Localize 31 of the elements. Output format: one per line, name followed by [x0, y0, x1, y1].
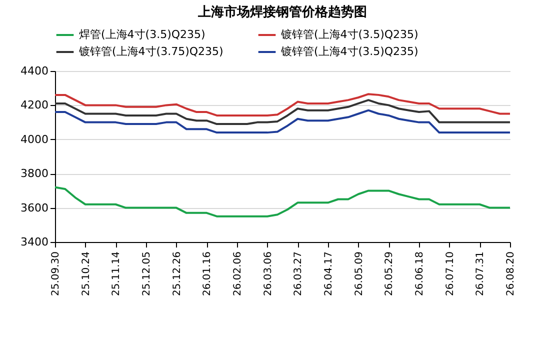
- x-tick-label: 25.12.26: [172, 252, 183, 296]
- chart-title: 上海市场焊接钢管价格趋势图: [197, 4, 367, 20]
- y-tick-label: 3400: [20, 236, 48, 248]
- legend-label: 镀锌管(上海4寸(3.75)Q235): [78, 45, 224, 58]
- x-tick-label: 26.04.17: [324, 252, 334, 296]
- y-tick-label: 4400: [20, 64, 48, 78]
- x-tick-label: 26.01.16: [202, 252, 214, 296]
- legend-label: 镀锌管(上海4寸(3.5)Q235): [280, 28, 418, 41]
- line-series: [54, 93, 511, 116]
- x-tick-label: 26.07.31: [475, 252, 486, 296]
- x-tick-label: 25.11.14: [111, 252, 122, 296]
- x-tick-label: 26.03.27: [293, 252, 304, 296]
- y-tick-label: 3600: [20, 201, 48, 214]
- x-tick-label: 25.12.05: [142, 252, 152, 296]
- x-tick-label: 26.05.29: [384, 252, 396, 296]
- line-series: [54, 109, 511, 134]
- x-tick-label: 25.10.24: [80, 252, 92, 296]
- y-tick-label: 3800: [20, 167, 48, 180]
- x-tick-label: 26.05.09: [354, 252, 365, 296]
- line-series: [54, 186, 511, 218]
- y-tick-label: 4000: [20, 132, 48, 146]
- y-tick-label: 4200: [20, 98, 48, 112]
- x-tick-label: 26.02.06: [232, 252, 244, 296]
- x-tick-label: 26.08.20: [506, 252, 516, 296]
- x-tick-label: 26.07.10: [444, 252, 456, 296]
- legend-label: 焊管(上海4寸(3.5)Q235): [79, 28, 206, 41]
- x-tick-label: 25.09.30: [50, 252, 62, 296]
- x-tick-label: 26.06.18: [414, 252, 426, 296]
- x-tick-label: 26.03.06: [262, 252, 274, 296]
- legend-label: 镀锌管(上海4寸(3.5)Q235): [280, 45, 418, 58]
- line-series: [54, 99, 511, 126]
